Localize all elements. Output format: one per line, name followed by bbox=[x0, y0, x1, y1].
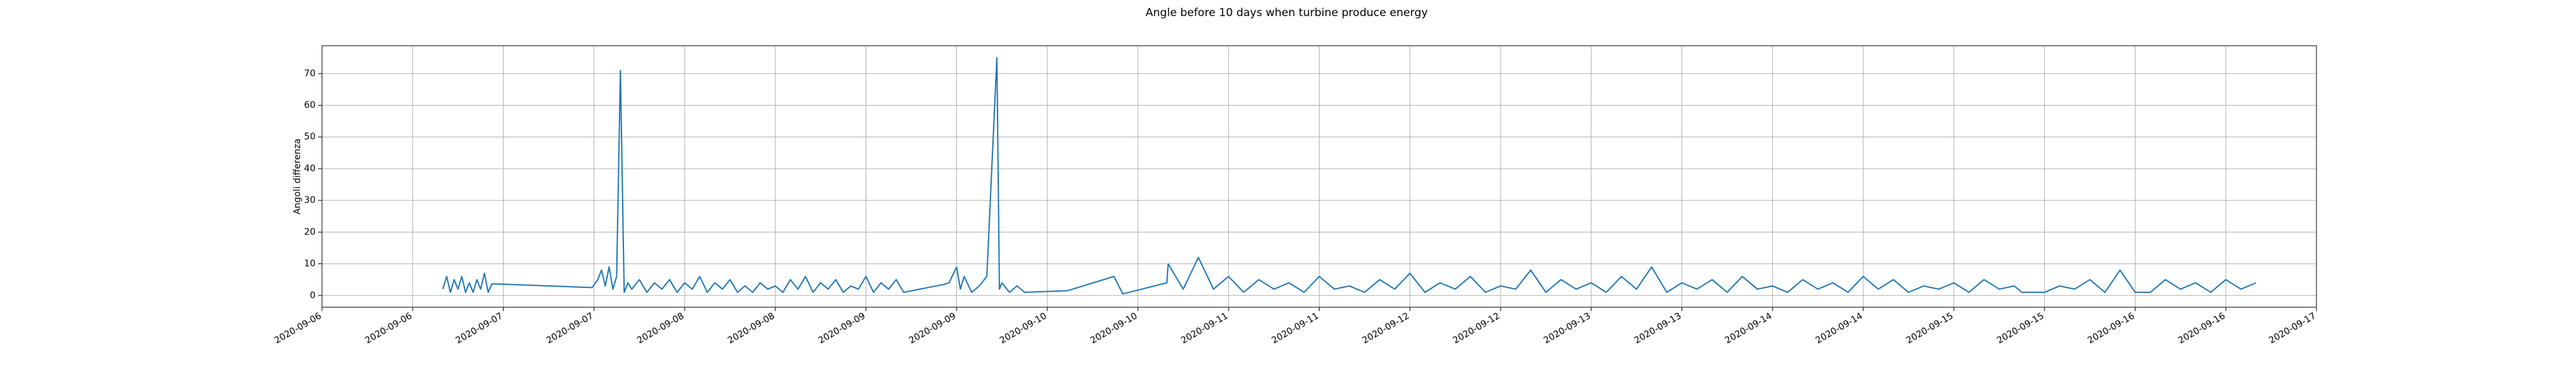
y-tick-label: 30 bbox=[304, 195, 316, 205]
y-tick-label: 50 bbox=[304, 132, 316, 142]
y-tick-label: 40 bbox=[304, 164, 316, 174]
x-tick-label: 2020-09-07 bbox=[545, 311, 595, 346]
x-tick-label: 2020-09-09 bbox=[907, 311, 958, 346]
plot-frame bbox=[321, 45, 2317, 308]
x-tick-label: 2020-09-15 bbox=[1904, 311, 1955, 346]
x-tick-label: 2020-09-11 bbox=[1179, 311, 1229, 346]
y-tick-label: 10 bbox=[304, 259, 316, 269]
x-tick-label: 2020-09-17 bbox=[2268, 311, 2318, 346]
data-line bbox=[442, 57, 2257, 295]
x-tick-label: 2020-09-11 bbox=[1270, 311, 1320, 346]
x-tick-label: 2020-09-13 bbox=[1633, 311, 1683, 346]
y-tick-label: 20 bbox=[304, 227, 316, 237]
y-axis-label: Angoli differenza bbox=[292, 138, 303, 214]
x-tick-label: 2020-09-16 bbox=[2086, 311, 2137, 346]
x-tick-label: 2020-09-07 bbox=[454, 311, 504, 346]
chart-title: Angle before 10 days when turbine produc… bbox=[1146, 6, 1428, 19]
y-tick-label: 60 bbox=[304, 100, 316, 111]
x-tick-label: 2020-09-06 bbox=[273, 311, 324, 346]
x-tick-label: 2020-09-16 bbox=[2177, 311, 2228, 346]
y-tick-label: 70 bbox=[304, 68, 316, 79]
x-tick-label: 2020-09-09 bbox=[817, 311, 867, 346]
x-tick-label: 2020-09-12 bbox=[1361, 311, 1411, 346]
x-tick-label: 2020-09-08 bbox=[726, 311, 776, 346]
x-tick-label: 2020-09-10 bbox=[1088, 311, 1139, 346]
y-tick-label: 0 bbox=[310, 290, 316, 301]
x-tick-label: 2020-09-10 bbox=[998, 311, 1048, 346]
x-tick-label: 2020-09-12 bbox=[1452, 311, 1502, 346]
x-tick-label: 2020-09-06 bbox=[363, 311, 414, 346]
x-tick-label: 2020-09-15 bbox=[1995, 311, 2045, 346]
x-tick-label: 2020-09-14 bbox=[1723, 311, 1774, 346]
x-tick-label: 2020-09-14 bbox=[1814, 311, 1865, 346]
x-tick-label: 2020-09-13 bbox=[1542, 311, 1592, 346]
x-tick-label: 2020-09-08 bbox=[636, 311, 686, 346]
